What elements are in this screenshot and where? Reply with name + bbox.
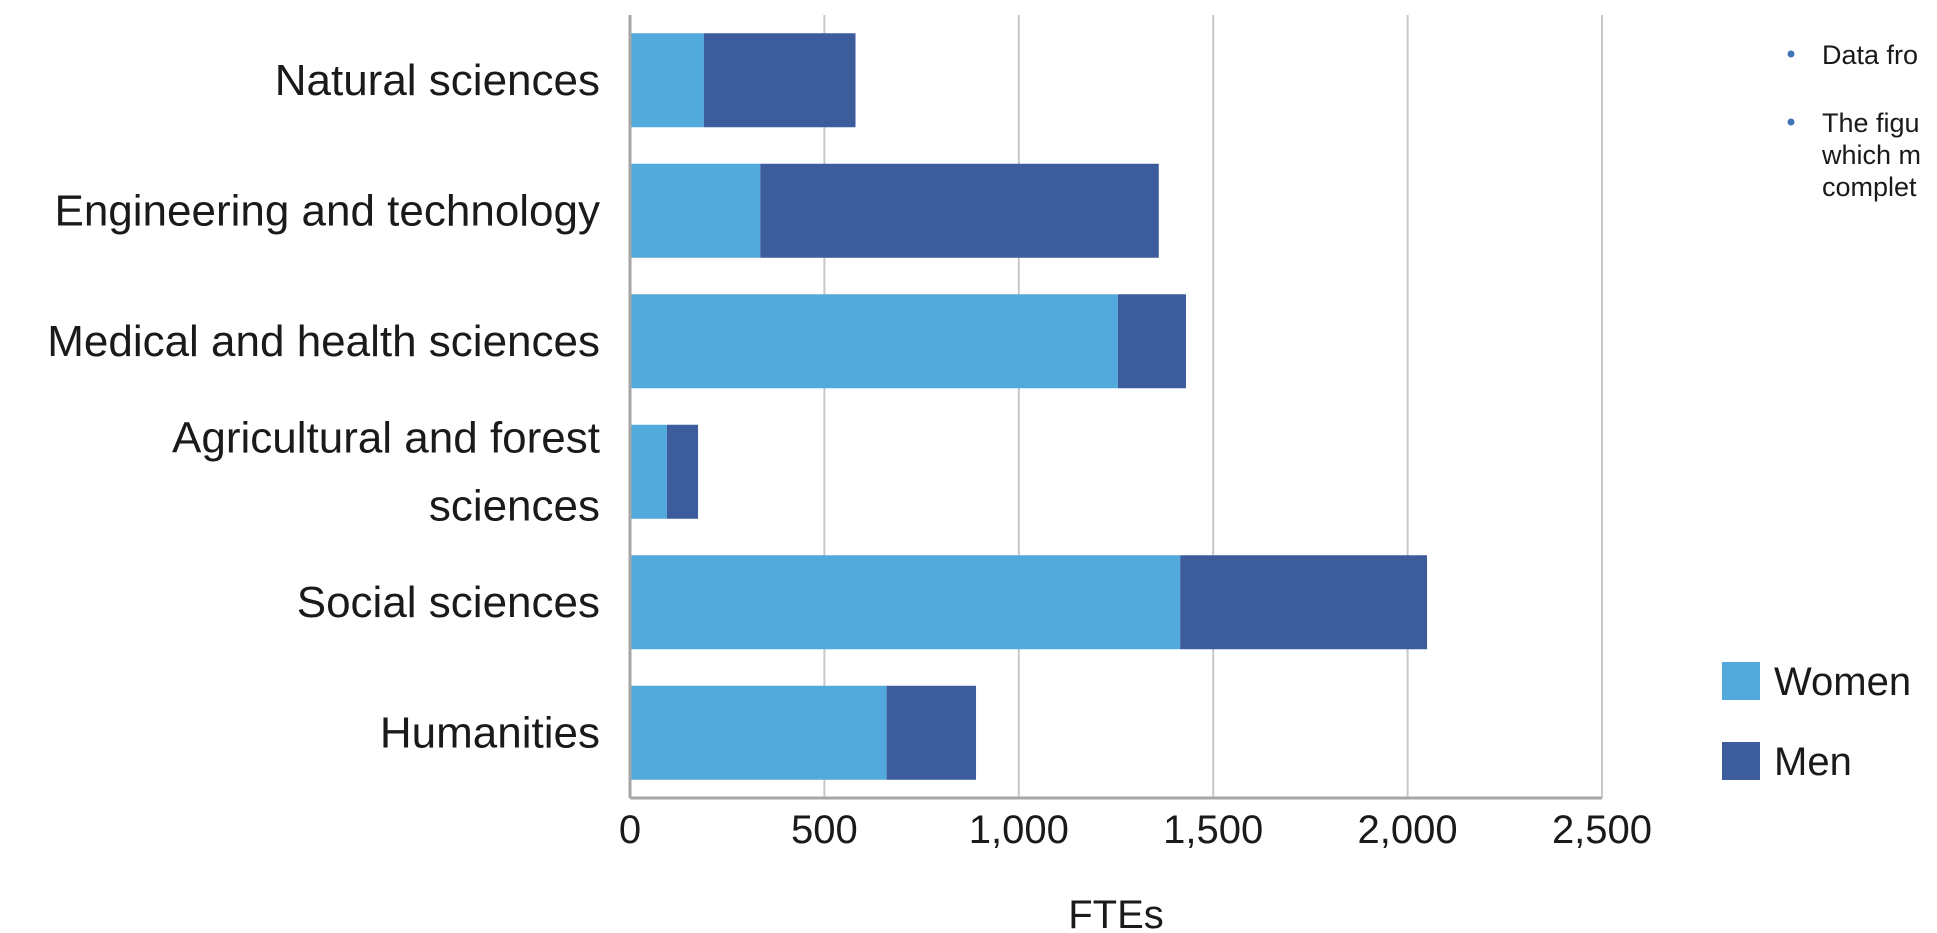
legend-swatch-men (1722, 742, 1760, 780)
bar-women-3 (630, 294, 1118, 389)
bar-men-3 (1117, 294, 1186, 389)
note-text: complet (1822, 172, 1917, 202)
bar-women-4 (630, 424, 667, 519)
bar-men-5 (1180, 555, 1428, 650)
x-tick-label: 500 (791, 808, 858, 852)
category-label: Agricultural and forest (172, 413, 600, 462)
category-label: Natural sciences (275, 56, 600, 105)
bar-men-4 (666, 424, 699, 519)
x-tick-label: 2,500 (1552, 808, 1652, 852)
category-label: Engineering and technology (54, 186, 600, 235)
bars (630, 33, 1428, 780)
bar-women-6 (630, 685, 887, 780)
legend-label-men: Men (1774, 740, 1852, 784)
x-tick-label: 1,500 (1163, 808, 1263, 852)
x-tick-label: 1,000 (969, 808, 1069, 852)
category-label: Humanities (380, 708, 600, 757)
bar-women-5 (630, 555, 1181, 650)
legend-swatch-women (1722, 662, 1760, 700)
bar-women-2 (630, 163, 761, 258)
note-text: Data fro (1822, 40, 1918, 70)
x-tick-labels: 0 500 1,000 1,500 2,000 2,500 (619, 808, 1652, 852)
x-tick-label: 2,000 (1358, 808, 1458, 852)
x-axis-title: FTEs (1068, 893, 1164, 933)
bar-men-2 (760, 163, 1159, 258)
note-bullet (1787, 118, 1795, 126)
note-text: which m (1821, 140, 1921, 170)
note-text: The figu (1822, 108, 1920, 138)
category-label: Medical and health sciences (47, 317, 600, 366)
legend-label-women: Women (1774, 660, 1911, 704)
category-labels: Natural sciences Engineering and technolo… (47, 56, 600, 758)
legend: Women Men (1722, 660, 1911, 784)
x-tick-label: 0 (619, 808, 641, 852)
axes (628, 15, 1602, 800)
note-bullet (1787, 50, 1795, 58)
bar-men-6 (886, 685, 977, 780)
bar-men-1 (703, 33, 856, 128)
category-label: Social sciences (297, 578, 600, 627)
category-label: sciences (429, 481, 600, 530)
bar-women-1 (630, 33, 704, 128)
gridlines (823, 15, 1603, 798)
